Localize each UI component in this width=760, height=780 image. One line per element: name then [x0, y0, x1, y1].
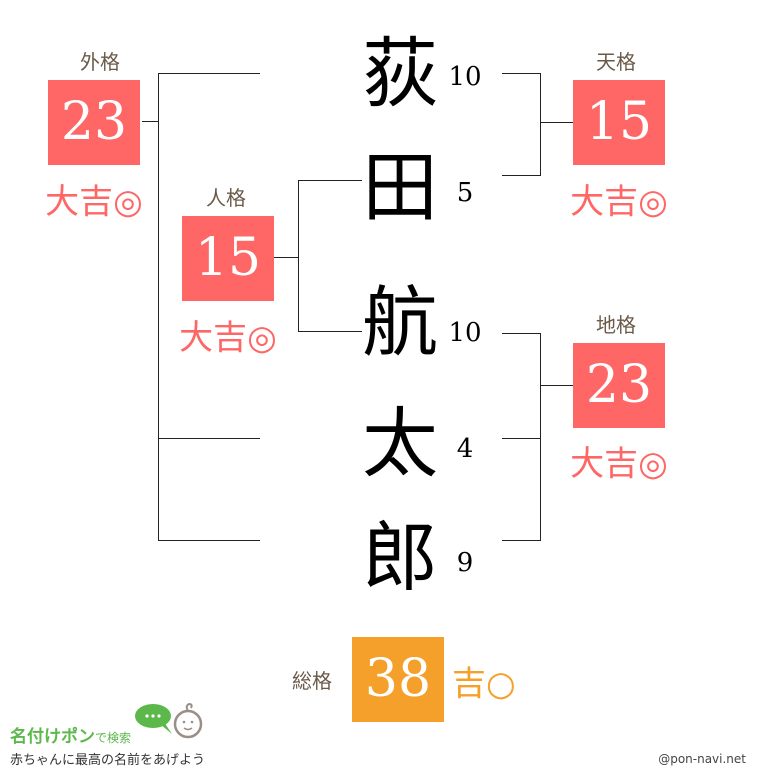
chikaku-label: 地格	[596, 313, 636, 337]
logo-name: 名付けポン	[10, 727, 95, 747]
connector	[298, 331, 362, 332]
connector	[502, 333, 540, 334]
jinkaku-label: 人格	[206, 186, 246, 210]
stroke-count: 10	[448, 62, 482, 92]
logo-title[interactable]: 名付けポンで検索	[10, 722, 131, 747]
connector	[158, 540, 260, 541]
connector	[540, 385, 573, 386]
soukaku-value: 38	[352, 637, 444, 722]
stroke-count: 9	[456, 548, 474, 578]
connector	[540, 73, 541, 176]
connector	[158, 73, 159, 541]
jinkaku-fortune: 大吉◎	[179, 318, 277, 358]
connector	[502, 175, 540, 176]
stroke-count: 4	[456, 434, 474, 464]
jinkaku-value: 15	[182, 216, 274, 301]
connector	[502, 438, 540, 439]
connector	[158, 73, 260, 74]
gaikaku-fortune: 大吉◎	[45, 182, 143, 222]
stroke-count: 10	[448, 318, 482, 348]
name-char: 航	[362, 278, 438, 367]
chikaku-value: 23	[573, 343, 665, 428]
logo-suffix: で検索	[95, 731, 132, 745]
chat-baby-icon	[135, 702, 203, 739]
chikaku-fortune: 大吉◎	[570, 444, 668, 484]
stroke-count: 5	[456, 178, 474, 208]
tenkaku-label: 天格	[596, 50, 636, 74]
site-credit: @pon-navi.net	[658, 752, 746, 766]
gaikaku-value: 23	[48, 80, 140, 165]
connector	[540, 333, 541, 541]
connector	[502, 73, 540, 74]
name-char: 郎	[362, 513, 438, 602]
soukaku-fortune: 吉○	[452, 664, 516, 704]
gaikaku-label: 外格	[80, 50, 120, 74]
tenkaku-fortune: 大吉◎	[570, 182, 668, 222]
name-char: 田	[362, 143, 438, 232]
connector	[298, 180, 362, 181]
name-char: 荻	[362, 29, 438, 118]
soukaku-label: 総格	[292, 669, 332, 693]
connector	[540, 122, 573, 123]
tenkaku-value: 15	[573, 80, 665, 165]
connector	[298, 180, 299, 332]
logo-tagline: 赤ちゃんに最高の名前をあげよう	[10, 753, 206, 768]
connector	[158, 438, 260, 439]
name-char: 太	[362, 399, 438, 488]
connector	[274, 257, 298, 258]
connector	[502, 540, 540, 541]
connector	[142, 121, 158, 122]
